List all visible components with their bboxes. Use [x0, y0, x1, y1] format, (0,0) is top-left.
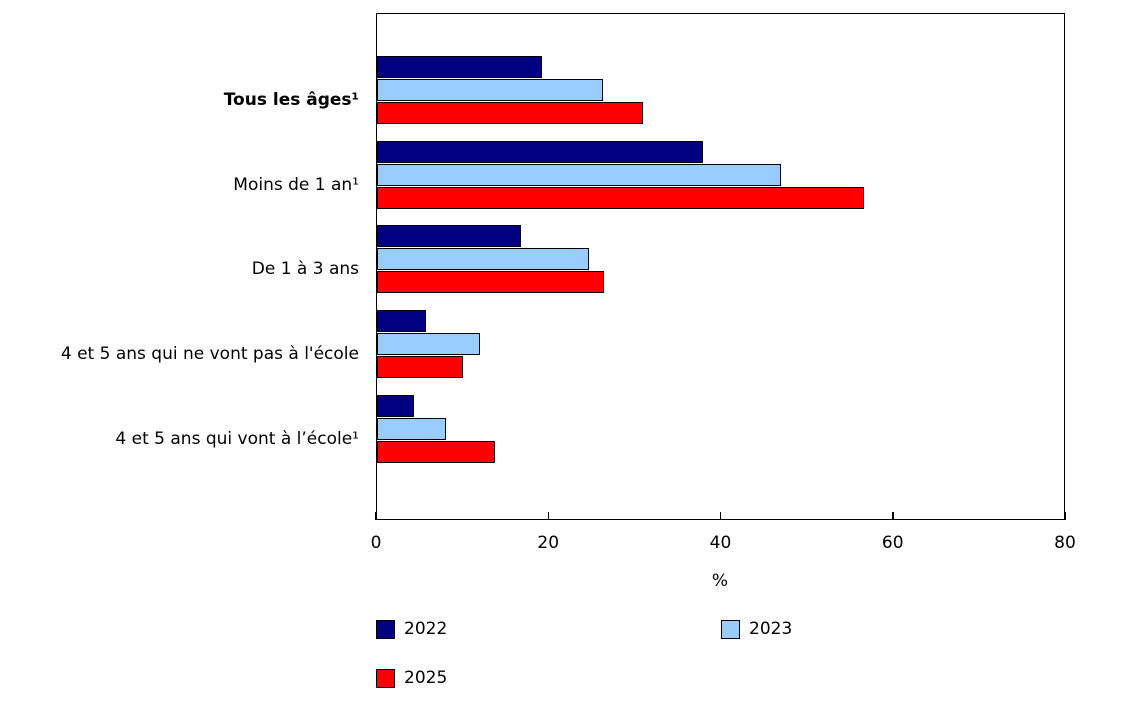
category-label: Tous les âges¹ [223, 90, 359, 110]
bar-2022 [377, 225, 521, 247]
bar-2023 [377, 164, 781, 186]
category-label: 4 et 5 ans qui vont à l’école¹ [115, 429, 359, 449]
x-tick-label: 80 [1054, 533, 1076, 553]
bar-2025 [377, 356, 463, 378]
legend-item-2022: 2022 [376, 619, 447, 639]
bar-2022 [377, 141, 703, 163]
x-tick-label: 40 [709, 533, 732, 553]
category-label: Moins de 1 an¹ [233, 175, 359, 195]
x-tick [1064, 512, 1066, 520]
x-tick-label: 60 [881, 533, 904, 553]
x-tick-label: 20 [537, 533, 560, 553]
legend-label-2025: 2025 [404, 668, 448, 688]
legend-swatch-2025 [376, 668, 395, 688]
bar-2023 [377, 248, 589, 270]
bar-2022 [377, 395, 414, 417]
bar-2023 [377, 418, 446, 440]
x-tick [547, 512, 549, 520]
bar-2023 [377, 79, 603, 101]
legend-label-2023: 2023 [749, 619, 793, 639]
bar-2022 [377, 310, 426, 332]
x-axis-title: % [711, 571, 729, 591]
x-tick [892, 512, 894, 520]
bar-2025 [377, 441, 495, 463]
x-tick [719, 512, 722, 520]
chart-plot-area [376, 13, 1065, 520]
bar-2025 [377, 187, 864, 209]
x-tick [375, 512, 377, 520]
bar-2025 [377, 271, 604, 293]
legend-item-2023: 2023 [721, 619, 792, 639]
legend-swatch-2023 [721, 619, 740, 639]
category-label: 4 et 5 ans qui ne vont pas à l'école [60, 344, 359, 364]
bar-2025 [377, 102, 643, 124]
legend-swatch-2022 [376, 619, 395, 639]
category-label: De 1 à 3 ans [251, 259, 359, 279]
legend-item-2025: 2025 [376, 668, 447, 688]
bar-2023 [377, 333, 480, 355]
bar-2022 [377, 56, 542, 78]
legend-label-2022: 2022 [404, 619, 448, 639]
x-tick-label: 0 [370, 533, 382, 553]
